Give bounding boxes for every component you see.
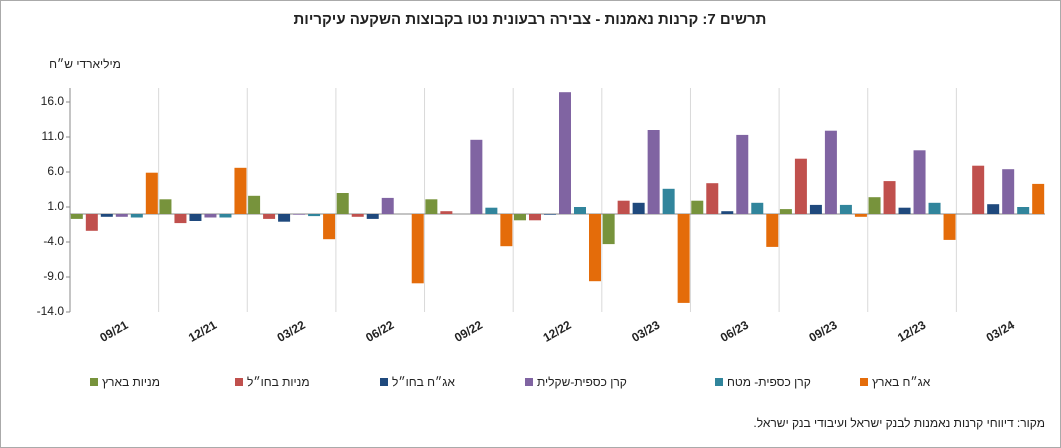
bar — [662, 188, 675, 214]
bar — [736, 134, 749, 214]
bar — [308, 214, 321, 217]
bar — [115, 214, 128, 217]
legend-label: מניות בארץ — [102, 375, 160, 389]
bar — [839, 204, 852, 214]
bar — [824, 130, 837, 214]
bar — [366, 214, 379, 219]
bar — [323, 214, 336, 240]
bar — [868, 197, 881, 214]
y-tick-label: -4.0 — [43, 234, 64, 248]
bar — [159, 199, 172, 214]
bar — [70, 214, 83, 219]
bar — [278, 214, 291, 222]
bar — [500, 214, 513, 247]
y-tick-label: 11.0 — [42, 129, 65, 143]
y-tick-label: -9.0 — [43, 269, 64, 283]
y-tick-label: 1.0 — [47, 199, 64, 213]
bar — [485, 207, 498, 214]
legend-swatch — [380, 378, 388, 386]
bar — [263, 214, 276, 219]
bar — [617, 200, 630, 214]
bar — [883, 181, 896, 214]
bar — [336, 193, 349, 214]
bar — [574, 207, 586, 214]
bar — [381, 197, 394, 214]
bar — [219, 214, 232, 218]
bar — [706, 183, 719, 214]
bar — [854, 214, 867, 217]
legend-label: קרן כספית- מטח — [727, 375, 811, 389]
bar — [351, 214, 364, 217]
legend-label: אג״ח בחו״ל — [392, 375, 455, 389]
legend-swatch — [235, 378, 243, 386]
bar — [647, 130, 660, 214]
bar — [898, 207, 911, 214]
bar — [470, 139, 483, 214]
bar — [794, 158, 807, 214]
bar — [602, 214, 615, 245]
bar — [514, 214, 526, 221]
bar — [411, 214, 424, 284]
bar — [293, 214, 306, 215]
bar — [766, 214, 779, 247]
bar — [1002, 169, 1015, 214]
bar — [589, 214, 601, 282]
bar — [943, 214, 956, 240]
legend-swatch — [525, 378, 533, 386]
bar — [559, 92, 571, 214]
bar — [425, 199, 438, 214]
source: מקור: דיווחי קרנות נאמנות לבנק ישראל ועי… — [753, 416, 1045, 430]
bar — [544, 214, 556, 215]
bar — [145, 172, 158, 214]
bar — [174, 214, 187, 224]
bar — [913, 150, 926, 214]
bar — [440, 211, 453, 214]
bar — [972, 165, 985, 214]
y-tick-label: 6.0 — [47, 164, 64, 178]
bar — [987, 204, 1000, 214]
chart-title: תרשים 7: קרנות נאמנות - צבירה רבעונית נט… — [294, 11, 767, 28]
bar — [1032, 183, 1045, 214]
bar — [189, 214, 202, 221]
bar — [677, 214, 690, 303]
bar — [928, 202, 941, 214]
bar — [809, 204, 822, 214]
bar — [691, 200, 704, 214]
bar — [100, 214, 113, 217]
legend-swatch — [860, 378, 868, 386]
y-tick-label: 16.0 — [41, 94, 65, 108]
bar — [721, 211, 734, 214]
legend-label: מניות בחו״ל — [247, 375, 310, 389]
bar — [751, 202, 764, 214]
bar — [85, 214, 98, 231]
bar — [234, 167, 247, 214]
bar — [130, 214, 143, 218]
y-axis-label: מיליארדי ש״ח — [49, 57, 121, 71]
y-tick-label: -14.0 — [37, 304, 65, 318]
bar — [248, 195, 261, 214]
legend-label: קרן כספית-שקלית — [537, 375, 627, 389]
legend-swatch — [715, 378, 723, 386]
bar — [529, 214, 541, 221]
bar — [779, 209, 792, 214]
legend-label: אג״ח בארץ — [872, 375, 931, 389]
bar — [632, 202, 645, 214]
legend-swatch — [90, 378, 98, 386]
bar — [1017, 207, 1030, 214]
bar — [204, 214, 217, 218]
